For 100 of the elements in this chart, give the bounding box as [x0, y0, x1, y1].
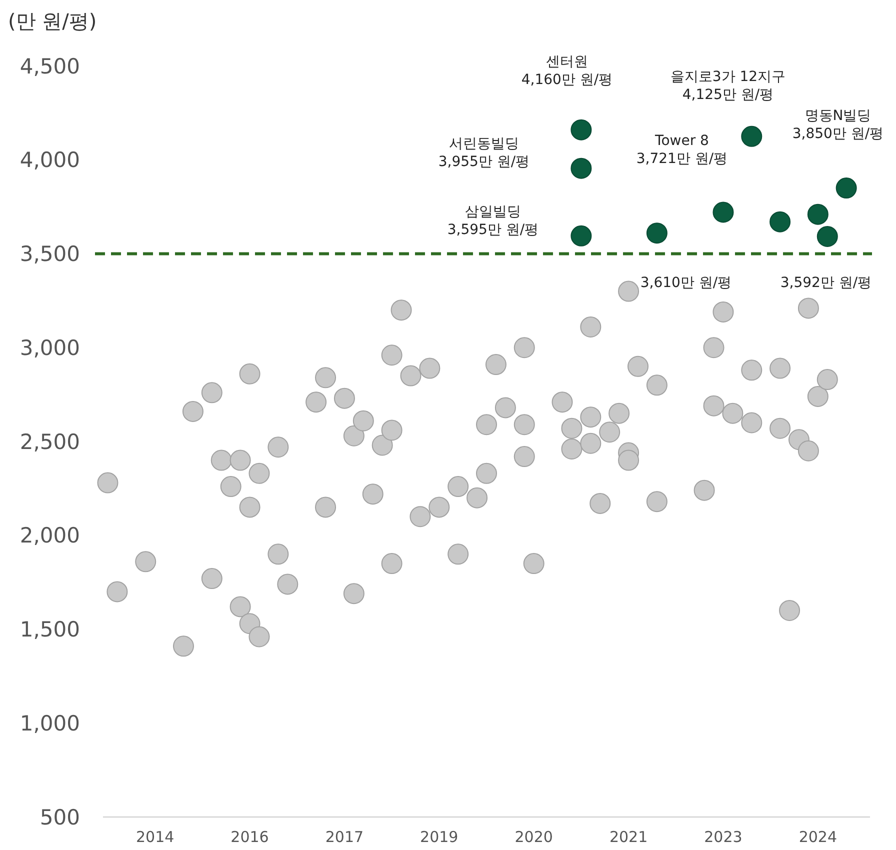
point: [106, 581, 128, 602]
point: [201, 382, 222, 404]
x-tick-label: 2023: [704, 828, 742, 846]
point: [618, 450, 640, 471]
point: [580, 316, 602, 338]
point: [570, 119, 592, 140]
point: [770, 358, 791, 379]
x-tick-label: 2016: [230, 828, 269, 846]
point: [807, 204, 828, 225]
point: [419, 358, 440, 379]
x-tick-label: 2020: [514, 828, 553, 846]
point: [836, 178, 857, 199]
annotation: 센터원 4,160만 원/평: [521, 54, 613, 88]
annotation: 삼일빌딩 3,595만 원/평: [447, 204, 539, 238]
point: [248, 626, 270, 648]
y-tick-label: 500: [40, 805, 80, 830]
y-tick-label: 2,000: [20, 524, 80, 548]
point: [712, 202, 734, 223]
point: [476, 414, 497, 436]
point: [230, 450, 251, 471]
annotation: 명동N빌딩 3,850만 원/평: [792, 108, 884, 142]
annotation: Tower 8 3,721만 원/평: [636, 133, 728, 167]
point: [381, 344, 402, 366]
point: [561, 418, 582, 439]
point: [514, 414, 535, 436]
point: [400, 365, 422, 386]
point: [306, 392, 327, 413]
y-axis-title: (만 원/평): [8, 9, 97, 33]
point: [381, 553, 402, 574]
point: [807, 386, 828, 407]
point: [523, 553, 544, 574]
point: [608, 402, 630, 424]
point: [372, 434, 393, 456]
y-tick-label: 3,500: [20, 242, 80, 266]
point: [476, 462, 497, 484]
y-tick-label: 1,500: [20, 618, 80, 642]
point: [561, 438, 582, 460]
point: [798, 440, 819, 462]
point: [628, 356, 649, 377]
y-tick-label: 4,500: [20, 54, 80, 78]
point: [770, 211, 791, 232]
point: [268, 544, 289, 565]
point: [514, 337, 535, 358]
point: [646, 222, 668, 244]
y-tick-label: 1,000: [20, 711, 80, 736]
point: [362, 484, 384, 505]
point: [97, 472, 118, 494]
point: [712, 301, 734, 322]
point: [315, 367, 336, 388]
point: [552, 392, 573, 413]
point: [798, 298, 819, 319]
point: [703, 395, 724, 416]
point: [722, 402, 744, 424]
y-tick-label: 4,000: [20, 148, 80, 172]
point: [448, 544, 469, 565]
point: [239, 496, 260, 518]
point: [494, 397, 516, 418]
point: [646, 491, 668, 512]
point: [428, 496, 450, 518]
point: [816, 369, 838, 390]
point: [381, 420, 402, 441]
point: [646, 374, 668, 396]
point: [599, 422, 620, 443]
point: [741, 360, 762, 381]
annotation: 3,592만 원/평: [780, 275, 872, 291]
x-tick-label: 2017: [325, 828, 364, 846]
point: [248, 462, 270, 484]
point: [570, 225, 592, 246]
point: [570, 158, 592, 179]
x-tick-label: 2014: [136, 828, 174, 846]
point: [618, 280, 640, 302]
annotation: 서린동빌딩 3,955만 원/평: [438, 136, 530, 170]
point: [741, 126, 762, 147]
point: [315, 496, 336, 518]
point: [816, 226, 838, 247]
x-tick-label: 2019: [420, 828, 458, 846]
point: [590, 492, 611, 514]
point: [466, 487, 488, 508]
point: [268, 436, 289, 458]
point: [390, 300, 412, 321]
point: [220, 476, 242, 498]
x-tick-label: 2024: [798, 828, 838, 846]
point: [770, 418, 791, 439]
point: [410, 506, 431, 528]
point: [580, 432, 602, 454]
y-tick-label: 2,500: [20, 430, 80, 454]
point: [779, 600, 800, 621]
point: [485, 354, 506, 376]
point: [182, 400, 204, 422]
point: [352, 410, 374, 432]
point: [201, 568, 222, 590]
point: [514, 446, 535, 467]
y-tick-label: 3,000: [20, 336, 80, 360]
annotation: 을지로3가 12지구 4,125만 원/평: [670, 69, 786, 103]
point: [230, 596, 251, 618]
x-tick-label: 2021: [609, 828, 648, 846]
point: [277, 574, 298, 595]
point: [448, 476, 469, 498]
point: [135, 551, 156, 572]
point: [343, 583, 364, 604]
